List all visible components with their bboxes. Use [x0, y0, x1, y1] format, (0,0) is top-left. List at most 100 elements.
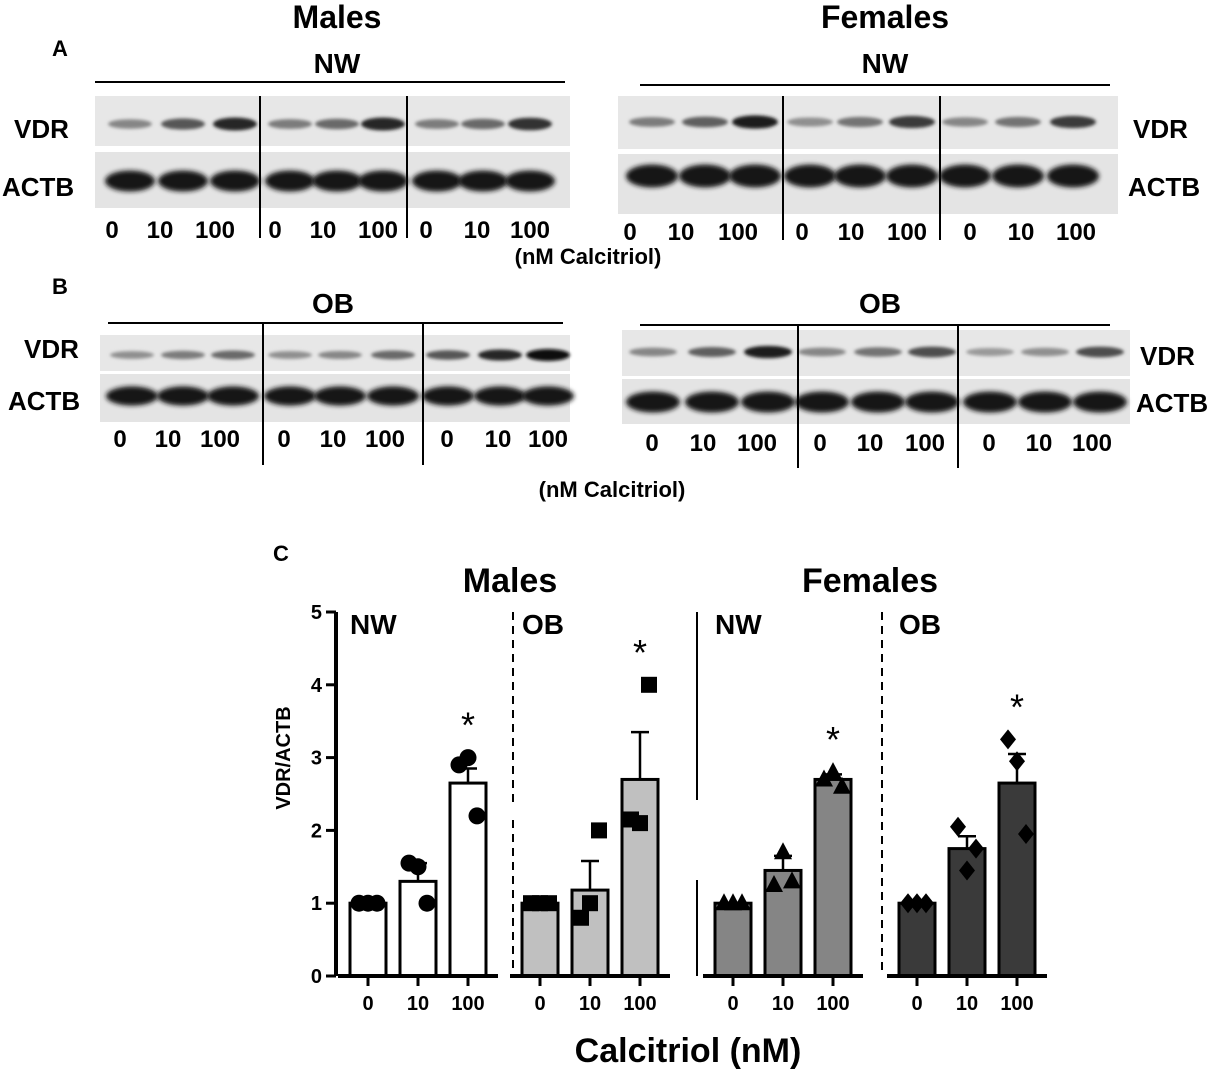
dose-label: 100 — [1056, 219, 1096, 246]
panel-a-dose-labels: 0 10 100 0 10 100 0 10 100 0 10 100 0 10 100 0 10 100 — [105, 217, 1096, 246]
dose-label: 0 — [105, 217, 118, 244]
panel-a-vdr-label-left: VDR — [14, 114, 69, 144]
y-tick-label: 3 — [311, 748, 322, 770]
x-tick-label: 0 — [911, 993, 922, 1015]
data-point — [968, 838, 984, 859]
panel-c-letter: C — [273, 541, 289, 566]
blot-band — [1018, 391, 1072, 413]
blot-band — [157, 386, 209, 406]
panel-a-vdr-label-right: VDR — [1133, 114, 1188, 144]
blot-band — [207, 386, 259, 406]
bar — [813, 777, 853, 978]
dose-label: 0 — [440, 426, 453, 453]
data-point — [641, 676, 657, 693]
dose-label: 0 — [813, 430, 826, 457]
x-tick-label: 10 — [956, 993, 978, 1015]
dose-label: 10 — [690, 430, 717, 457]
blot-band — [161, 350, 205, 360]
dose-label: 10 — [464, 217, 491, 244]
x-tick-label: 100 — [451, 993, 484, 1015]
blot-a-females-actb-bands — [626, 164, 1099, 188]
bar — [997, 781, 1037, 978]
data-point — [815, 769, 833, 787]
blot-band — [626, 164, 678, 188]
panel-a-actb-label-left: ACTB — [2, 172, 74, 202]
blot-band — [367, 386, 419, 406]
data-point — [468, 807, 486, 825]
data-point — [824, 762, 842, 780]
blot-band — [682, 116, 728, 128]
panel-a-females-group: NW — [862, 48, 909, 79]
blot-band — [741, 391, 795, 413]
blot-band — [158, 170, 208, 192]
dose-label: 0 — [268, 217, 281, 244]
data-point — [918, 893, 934, 914]
chart-plot-area: 0 1 2 3 4 5 NW 0 10 * 100 OB 0 10 * 100 NW 0 10 * 100 OB 0 10 * 1… — [311, 602, 1047, 1015]
data-point — [774, 842, 792, 860]
significance-asterisk: * — [1010, 686, 1024, 727]
dose-label: 100 — [887, 219, 927, 246]
blot-band — [422, 386, 474, 406]
group-label: NW — [350, 609, 397, 640]
blot-band — [508, 117, 552, 131]
dose-label: 100 — [195, 217, 235, 244]
bar — [897, 901, 937, 978]
data-point — [1000, 729, 1016, 750]
blot-band — [688, 346, 736, 358]
panel-b-males-group: OB — [312, 288, 354, 319]
data-point — [573, 909, 589, 926]
blot-b-females — [622, 325, 1130, 468]
bar — [620, 777, 660, 978]
dose-label: 10 — [668, 219, 695, 246]
data-point — [632, 815, 648, 832]
dose-label: 10 — [155, 426, 182, 453]
dose-label: 0 — [277, 426, 290, 453]
blot-band — [854, 347, 902, 357]
blot-band — [795, 391, 849, 413]
data-point — [783, 871, 801, 889]
blot-band — [105, 170, 155, 192]
blot-band — [213, 117, 257, 131]
blot-band — [415, 119, 459, 129]
blot-band — [851, 391, 905, 413]
panel-b-unit-label: (nM Calcitriol) — [539, 477, 686, 502]
x-tick-label: 10 — [579, 993, 601, 1015]
dose-label: 100 — [1072, 430, 1112, 457]
blot-band — [522, 386, 574, 406]
blot-band — [886, 164, 938, 188]
bar — [348, 901, 388, 978]
blot-band — [412, 170, 462, 192]
y-tick-label: 2 — [311, 820, 322, 842]
blot-a-females — [618, 96, 1118, 240]
dose-label: 0 — [982, 430, 995, 457]
blot-a-males-vdr-bands — [108, 117, 552, 131]
dose-label: 10 — [310, 217, 337, 244]
group-label: OB — [522, 609, 564, 640]
blot-band — [679, 164, 731, 188]
x-tick-label: 100 — [623, 993, 656, 1015]
blot-b-males-vdr-bands — [110, 349, 570, 361]
significance-asterisk: * — [826, 719, 840, 760]
blot-band — [908, 346, 956, 358]
blot-band — [1047, 164, 1099, 188]
blot-band — [161, 118, 205, 130]
blot-band — [798, 347, 846, 357]
blot-band — [318, 350, 362, 360]
dose-label: 100 — [200, 426, 240, 453]
dose-label: 0 — [645, 430, 658, 457]
panel-b-females-group: OB — [859, 288, 901, 319]
blot-band — [106, 386, 158, 406]
blot-band — [629, 117, 675, 127]
blot-band — [1021, 347, 1069, 357]
chart-title-females: Females — [802, 562, 938, 600]
bar — [713, 901, 753, 978]
blot-band — [629, 347, 677, 357]
data-point — [765, 875, 783, 892]
group-label: NW — [715, 609, 762, 640]
blot-band — [371, 350, 415, 360]
dose-label: 100 — [528, 426, 568, 453]
dose-label: 0 — [963, 219, 976, 246]
blot-band — [312, 170, 362, 192]
blot-band — [314, 386, 366, 406]
panel-a-males-group: NW — [314, 48, 361, 79]
